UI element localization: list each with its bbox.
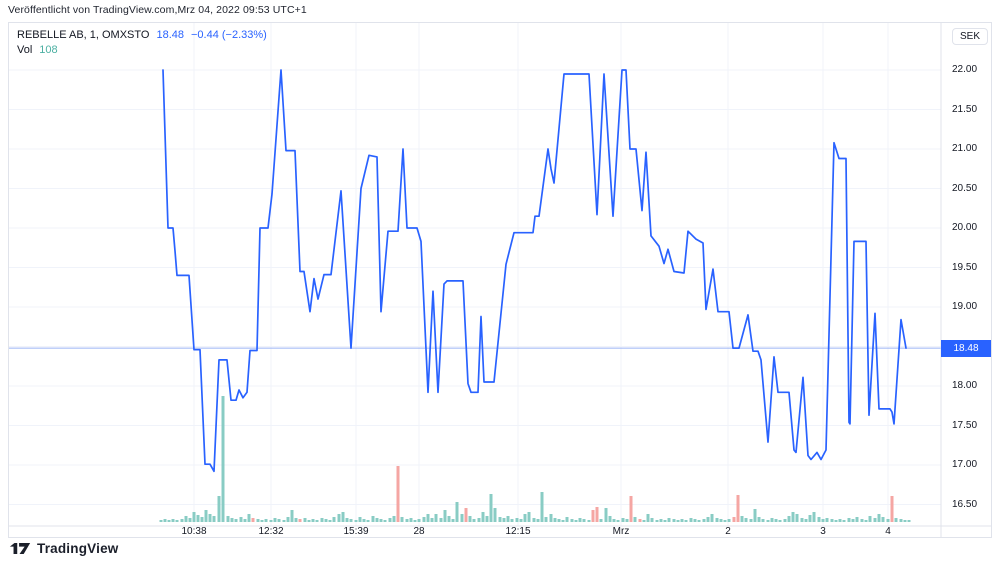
price-tick-label: 16.50 <box>952 498 978 510</box>
tradingview-logo-text: TradingView <box>37 541 119 556</box>
symbol-title: REBELLE AB, 1, OMXSTO <box>17 29 150 41</box>
price-tick-label: 21.00 <box>952 143 978 154</box>
price-tick-label: 17.00 <box>952 459 978 470</box>
attribution-text: Veröffentlicht von TradingView.com,Mrz 0… <box>8 4 307 16</box>
price-tick-label: 18.00 <box>952 380 978 391</box>
time-tick-label: 2 <box>725 526 731 537</box>
price-change-value: −0.44 (−2.33%) <box>191 29 267 41</box>
last-price-badge: 18.48 <box>941 339 991 357</box>
time-tick-label: 4 <box>885 526 891 537</box>
price-tick-label: 20.50 <box>952 182 978 194</box>
currency-badge: SEK <box>952 28 989 45</box>
tradingview-logo[interactable]: TradingView <box>8 541 118 556</box>
price-tick-label: 22.00 <box>952 64 978 75</box>
volume-label: Vol <box>17 44 33 56</box>
chart-widget: REBELLE AB, 1, OMXSTO 18.48 −0.44 (−2.33… <box>8 22 992 538</box>
tradingview-logo-icon <box>9 542 31 555</box>
time-tick-label: 3 <box>820 526 826 537</box>
price-tick-label: 19.00 <box>952 301 978 312</box>
price-tick-label: 19.50 <box>952 261 978 273</box>
volume-value: 108 <box>39 44 58 56</box>
time-tick-label: 10:38 <box>181 526 207 537</box>
chart-legend: REBELLE AB, 1, OMXSTO 18.48 −0.44 (−2.33… <box>17 28 267 58</box>
price-chart-canvas[interactable] <box>9 23 991 537</box>
last-price-value: 18.48 <box>156 29 184 41</box>
time-tick-label: 15:39 <box>343 526 369 537</box>
price-line-series <box>162 69 907 473</box>
time-tick-label: 12:32 <box>258 526 284 537</box>
price-tick-label: 17.50 <box>952 419 978 431</box>
gridlines <box>9 23 941 526</box>
time-tick-label: Mrz <box>612 526 630 537</box>
time-tick-label: 28 <box>413 526 425 537</box>
volume-series <box>159 396 911 522</box>
price-tick-label: 21.50 <box>952 103 978 115</box>
price-tick-label: 20.00 <box>952 222 978 233</box>
time-tick-label: 12:15 <box>505 526 531 537</box>
